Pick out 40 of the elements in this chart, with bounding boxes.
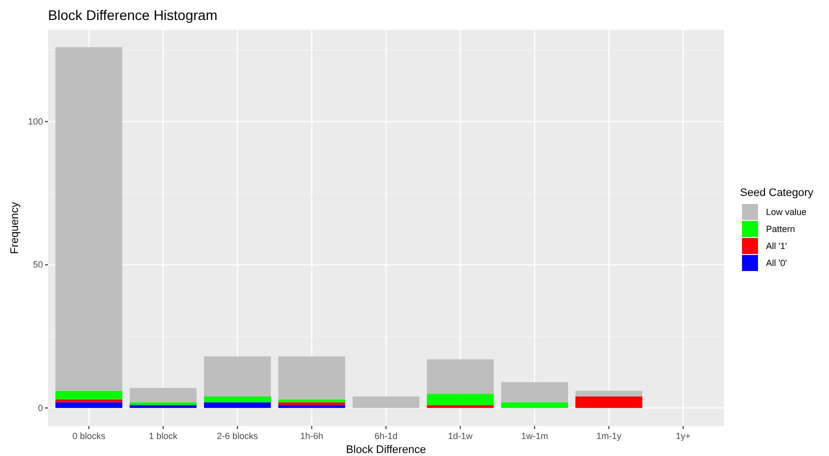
legend-label: Pattern [766,224,796,234]
bar [426,394,494,406]
bar [426,405,494,408]
bar [204,402,271,408]
x-tick-label: 1h-6h [300,431,324,441]
bar [575,396,642,408]
legend-label: All '0' [766,258,788,268]
legend-title: Seed Category [740,187,814,199]
x-tick-label: 1 block [148,431,178,441]
x-tick-label: 6h-1d [374,431,398,441]
bar [501,382,568,402]
bar [130,405,197,408]
bar [426,359,494,394]
bar [501,402,568,408]
bar [278,405,346,408]
bar [130,402,197,406]
bar [55,47,122,391]
y-tick-label: 0 [38,402,43,413]
x-axis-title: Block Difference [346,444,426,456]
bar [204,396,271,402]
x-tick-label: 2-6 blocks [216,431,258,441]
legend-label: All '1' [766,240,788,251]
x-tick-label: 1d-1w [448,431,474,441]
y-tick-label: 100 [28,116,43,127]
y-tick-label: 50 [32,260,43,270]
bar [278,356,346,400]
bar [352,396,420,408]
bar [204,356,271,397]
bar [130,388,197,402]
bar [278,402,346,406]
x-tick-label: 1m-1y [596,431,622,441]
x-tick-label: 1y+ [676,431,691,441]
bar [55,390,122,400]
y-axis-title: Frequency [9,202,21,254]
legend-label: Low value [766,206,807,217]
x-tick-label: 1w-1m [521,431,548,441]
bar [55,402,122,408]
x-tick-label: 0 blocks [72,431,106,441]
bar [575,390,642,397]
chart-title: Block Difference Histogram [48,7,218,23]
